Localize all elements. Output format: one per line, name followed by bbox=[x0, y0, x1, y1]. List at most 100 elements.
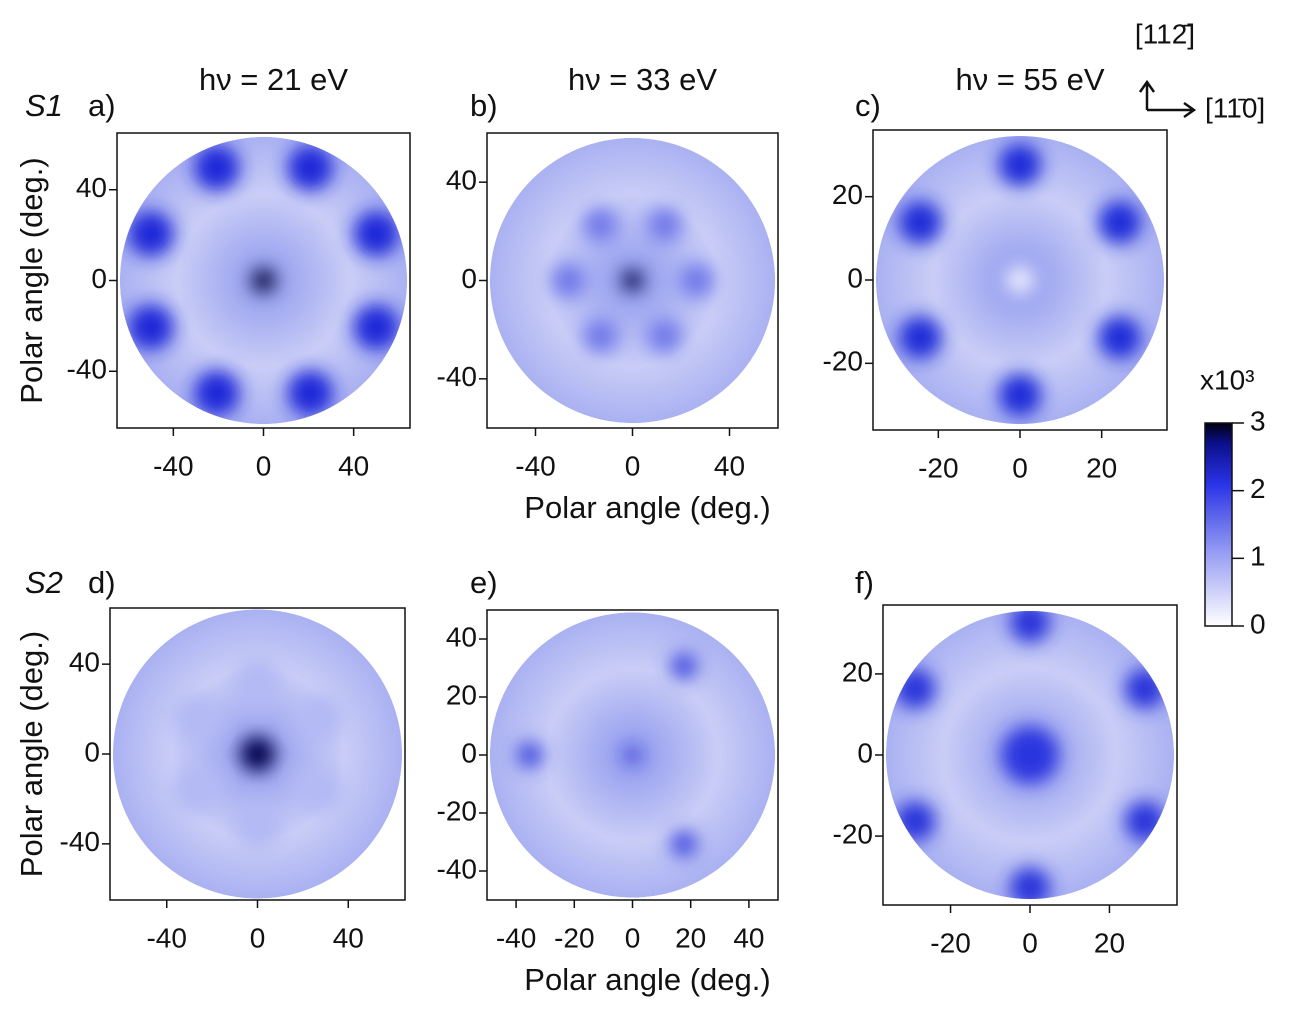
colorbar-tick-label: 0 bbox=[1250, 608, 1266, 639]
colorbar-tick-label: 2 bbox=[1250, 473, 1266, 504]
panel: -20 0 20 -20 0 20 c) hν = 55 eV bbox=[823, 62, 1168, 483]
map-feature bbox=[998, 373, 1042, 417]
x-tick-label: 20 bbox=[675, 922, 706, 953]
y-tick-label: -40 bbox=[67, 354, 107, 385]
map-features bbox=[551, 207, 714, 354]
panel: -40 0 40 -40 0 40 S2 d) Polar angle (deg.) bbox=[14, 565, 406, 953]
map-center bbox=[625, 747, 640, 763]
x-tick-label: 0 bbox=[1022, 927, 1038, 958]
map-feature bbox=[1009, 610, 1051, 643]
x-tick-label: 40 bbox=[338, 450, 369, 481]
map-center bbox=[1001, 726, 1059, 784]
y-tick-label: -40 bbox=[437, 361, 477, 392]
y-tick-label: 40 bbox=[76, 172, 107, 203]
map-feature bbox=[171, 694, 219, 741]
colorbar-tick-label: 1 bbox=[1250, 541, 1266, 572]
map-feature bbox=[296, 767, 344, 814]
intensity-map bbox=[489, 137, 776, 424]
map-center bbox=[622, 270, 643, 291]
map-feature bbox=[353, 210, 400, 257]
map-feature bbox=[583, 318, 618, 354]
direction-label: [11̄0] bbox=[1205, 92, 1265, 123]
colorbar-label: x10³ bbox=[1200, 364, 1254, 395]
panel-title: hν = 55 eV bbox=[955, 62, 1104, 97]
map-feature bbox=[551, 263, 586, 298]
direction-arrows bbox=[1138, 79, 1197, 119]
map-feature bbox=[670, 653, 697, 679]
panel: -40 0 40 -40 0 40 b) hν = 33 eV Polar angle (deg… bbox=[437, 62, 779, 525]
x-tick-label: -20 bbox=[918, 452, 958, 483]
y-tick-label: 20 bbox=[842, 656, 873, 687]
intensity-map bbox=[489, 612, 776, 898]
panel: -40 0 40 -40 0 40 S1 a) hν = 21 eV Polar angle (d… bbox=[14, 62, 411, 481]
panel-label: d) bbox=[88, 565, 116, 600]
map-features bbox=[517, 653, 697, 857]
x-tick-label: 0 bbox=[625, 922, 641, 953]
panel-label: f) bbox=[855, 565, 874, 600]
map-center bbox=[252, 269, 275, 292]
panel-title: hν = 33 eV bbox=[568, 62, 717, 97]
y-tick-label: 0 bbox=[461, 737, 477, 768]
intensity-map bbox=[885, 610, 1175, 900]
y-tick-label: 0 bbox=[847, 262, 863, 293]
y-axis-label: Polar angle (deg.) bbox=[14, 631, 49, 877]
map-feature bbox=[898, 200, 942, 244]
panel-label: a) bbox=[88, 88, 116, 123]
intensity-map bbox=[875, 135, 1165, 425]
map-features bbox=[898, 143, 1142, 417]
x-axis-label: Polar angle (deg.) bbox=[524, 962, 770, 997]
row-label: S2 bbox=[25, 565, 63, 600]
map-feature bbox=[353, 304, 400, 351]
map-feature bbox=[193, 144, 240, 191]
y-tick-label: -40 bbox=[437, 853, 477, 884]
map-feature bbox=[1098, 316, 1142, 360]
map-feature bbox=[583, 207, 618, 243]
x-tick-label: -40 bbox=[515, 450, 555, 481]
y-tick-label: -40 bbox=[60, 826, 100, 857]
panel-title: hν = 21 eV bbox=[199, 62, 348, 97]
map-feature bbox=[895, 668, 936, 709]
y-axis-label: Polar angle (deg.) bbox=[14, 157, 49, 403]
y-tick-label: 40 bbox=[446, 165, 477, 196]
y-tick-label: 0 bbox=[857, 737, 873, 768]
x-tick-label: 40 bbox=[714, 450, 745, 481]
intensity-map bbox=[119, 136, 408, 425]
map-features bbox=[127, 144, 400, 417]
map-feature bbox=[171, 767, 219, 814]
x-tick-label: 20 bbox=[1086, 452, 1117, 483]
x-tick-label: -20 bbox=[554, 922, 594, 953]
y-tick-label: 20 bbox=[832, 179, 863, 210]
arrow-up bbox=[1138, 79, 1156, 110]
map-feature bbox=[234, 803, 281, 850]
x-tick-label: 40 bbox=[733, 922, 764, 953]
y-tick-label: 40 bbox=[69, 647, 100, 678]
map-feature bbox=[679, 263, 714, 298]
panel: -40 -20 0 20 40 -40 -20 0 20 40 e) Polar angle (deg… bbox=[437, 565, 779, 997]
map-feature bbox=[1124, 668, 1165, 709]
panel: -20 0 20 -20 0 20 f) bbox=[833, 565, 1178, 958]
map-feature bbox=[1098, 200, 1142, 244]
map-feature bbox=[647, 207, 682, 243]
y-tick-label: 0 bbox=[84, 736, 100, 767]
x-axis-label: Polar angle (deg.) bbox=[524, 490, 770, 525]
map-feature bbox=[287, 370, 334, 417]
x-tick-label: -40 bbox=[146, 922, 186, 953]
panel-label: e) bbox=[470, 565, 498, 600]
x-tick-label: 40 bbox=[333, 922, 364, 953]
map-feature bbox=[234, 658, 281, 705]
y-tick-label: 0 bbox=[91, 263, 107, 294]
x-tick-label: -40 bbox=[153, 450, 193, 481]
map-feature bbox=[1009, 867, 1051, 900]
row-label: S1 bbox=[25, 88, 63, 123]
panel-label: c) bbox=[855, 88, 881, 123]
colorbar-tick-label: 3 bbox=[1250, 405, 1266, 436]
direction-label: [112̄] bbox=[1135, 18, 1195, 49]
x-tick-label: 0 bbox=[250, 922, 266, 953]
x-tick-label: 0 bbox=[256, 450, 272, 481]
y-tick-label: 0 bbox=[461, 263, 477, 294]
map-center bbox=[1005, 265, 1035, 295]
map-feature bbox=[670, 831, 697, 857]
map-feature bbox=[193, 370, 240, 417]
x-tick-label: -40 bbox=[496, 922, 536, 953]
x-tick-label: 20 bbox=[1094, 927, 1125, 958]
